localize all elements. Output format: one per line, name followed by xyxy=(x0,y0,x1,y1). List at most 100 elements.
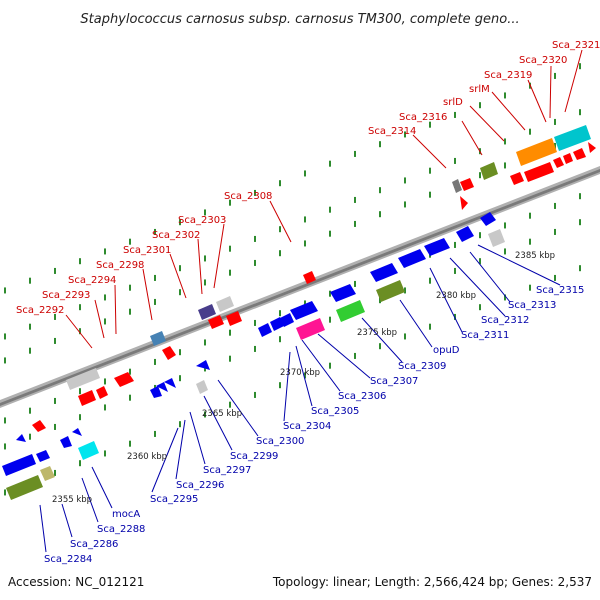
gene-label[interactable]: Sca_2297 xyxy=(203,465,251,476)
gene-label[interactable]: Sca_2316 xyxy=(399,112,447,123)
gene-label[interactable]: Sca_2298 xyxy=(96,260,144,271)
gene-label[interactable]: Sca_2305 xyxy=(311,406,359,417)
guide-dash xyxy=(54,337,56,344)
gene-label[interactable]: Sca_2295 xyxy=(150,494,198,505)
gene-feature[interactable] xyxy=(226,311,242,326)
gene-feature[interactable] xyxy=(553,157,564,168)
gene-label[interactable]: opuD xyxy=(433,345,460,356)
gene-feature[interactable] xyxy=(336,300,365,322)
gene-label[interactable]: Sca_2315 xyxy=(536,285,584,296)
guide-dash xyxy=(429,277,431,284)
gene-feature[interactable] xyxy=(196,360,210,370)
gene-feature[interactable] xyxy=(156,382,168,392)
guide-dash xyxy=(79,258,81,265)
guide-dash xyxy=(404,287,406,294)
gene-label[interactable]: Sca_2308 xyxy=(224,191,272,202)
gene-label[interactable]: Sca_2320 xyxy=(519,55,567,66)
gene-label[interactable]: Sca_2319 xyxy=(484,70,532,81)
gene-feature[interactable] xyxy=(150,386,162,398)
gene-label[interactable]: Sca_2284 xyxy=(44,554,92,565)
gene-label[interactable]: Sca_2296 xyxy=(176,480,224,491)
guide-dash xyxy=(229,401,231,408)
gene-feature[interactable] xyxy=(2,454,36,476)
gene-feature[interactable] xyxy=(456,226,474,242)
gene-feature[interactable] xyxy=(516,138,557,166)
gene-label[interactable]: Sca_2307 xyxy=(370,376,418,387)
gene-feature[interactable] xyxy=(296,318,325,340)
gene-feature[interactable] xyxy=(36,450,50,462)
gene-label[interactable]: mocA xyxy=(112,509,140,520)
gene-feature[interactable] xyxy=(164,378,176,388)
gene-label[interactable]: Sca_2313 xyxy=(508,300,556,311)
guide-dash xyxy=(354,196,356,203)
gene-feature[interactable] xyxy=(60,436,72,448)
gene-feature[interactable] xyxy=(16,434,26,442)
gene-feature[interactable] xyxy=(290,301,318,320)
gene-feature[interactable] xyxy=(376,280,405,302)
gene-label[interactable]: Sca_2303 xyxy=(178,215,226,226)
gene-feature[interactable] xyxy=(40,466,55,481)
gene-label[interactable]: Sca_2312 xyxy=(481,315,529,326)
gene-label[interactable]: Sca_2302 xyxy=(152,230,200,241)
gene-feature[interactable] xyxy=(460,178,474,191)
gene-label[interactable]: Sca_2301 xyxy=(123,245,171,256)
gene-feature[interactable] xyxy=(488,229,505,247)
gene-feature[interactable] xyxy=(424,238,450,256)
gene-feature[interactable] xyxy=(524,162,554,182)
guide-dash xyxy=(54,267,56,274)
gene-feature[interactable] xyxy=(480,212,496,226)
gene-feature[interactable] xyxy=(330,284,356,302)
gene-label[interactable]: Sca_2311 xyxy=(461,330,509,341)
accession-label: Accession: NC_012121 xyxy=(8,575,144,589)
gene-label[interactable]: srlD xyxy=(443,97,463,108)
gene-feature[interactable] xyxy=(162,346,176,360)
gene-label[interactable]: Sca_2299 xyxy=(230,451,278,462)
tick-label: 2375 kbp xyxy=(357,328,397,338)
guide-dash xyxy=(479,232,481,239)
gene-feature[interactable] xyxy=(573,148,586,160)
gene-feature[interactable] xyxy=(270,317,284,331)
gene-feature[interactable] xyxy=(398,249,426,268)
gene-label[interactable]: Sca_2288 xyxy=(97,524,145,535)
gene-label[interactable]: Sca_2294 xyxy=(68,275,116,286)
gene-feature[interactable] xyxy=(452,179,462,193)
guide-dash xyxy=(554,118,556,125)
gene-feature[interactable] xyxy=(258,323,272,337)
gene-feature[interactable] xyxy=(208,315,224,329)
gene-label[interactable]: srlM xyxy=(469,84,490,95)
gene-feature[interactable] xyxy=(66,368,100,390)
gene-feature[interactable] xyxy=(510,172,524,185)
gene-label[interactable]: Sca_2314 xyxy=(368,126,416,137)
guide-dash xyxy=(279,180,281,187)
gene-feature[interactable] xyxy=(480,162,498,180)
gene-feature[interactable] xyxy=(72,428,82,436)
gene-label[interactable]: Sca_2309 xyxy=(398,361,446,372)
gene-feature[interactable] xyxy=(216,296,234,312)
gene-feature[interactable] xyxy=(303,271,316,284)
gene-feature[interactable] xyxy=(198,304,216,320)
gene-feature[interactable] xyxy=(96,386,108,399)
gene-feature[interactable] xyxy=(460,196,468,210)
gene-label[interactable]: Sca_2300 xyxy=(256,436,304,447)
gene-feature[interactable] xyxy=(6,475,43,500)
gene-label[interactable]: Sca_2304 xyxy=(283,421,331,432)
gene-feature[interactable] xyxy=(280,313,294,327)
gene-feature[interactable] xyxy=(150,331,166,346)
gene-feature[interactable] xyxy=(554,125,591,151)
gene-feature[interactable] xyxy=(78,390,96,406)
gene-feature[interactable] xyxy=(563,153,573,164)
gene-feature[interactable] xyxy=(78,441,99,460)
gene-label[interactable]: Sca_2292 xyxy=(16,305,64,316)
gene-feature[interactable] xyxy=(370,263,398,282)
gene-feature[interactable] xyxy=(588,142,596,153)
guide-dash xyxy=(29,407,31,414)
guide-dash xyxy=(579,193,581,200)
gene-feature[interactable] xyxy=(114,372,134,387)
gene-label[interactable]: Sca_2306 xyxy=(338,391,386,402)
gene-feature[interactable] xyxy=(196,380,208,394)
gene-label[interactable]: Sca_2321 xyxy=(552,40,600,51)
gene-label[interactable]: Sca_2286 xyxy=(70,539,118,550)
gene-label[interactable]: Sca_2293 xyxy=(42,290,90,301)
gene-feature[interactable] xyxy=(32,420,46,432)
